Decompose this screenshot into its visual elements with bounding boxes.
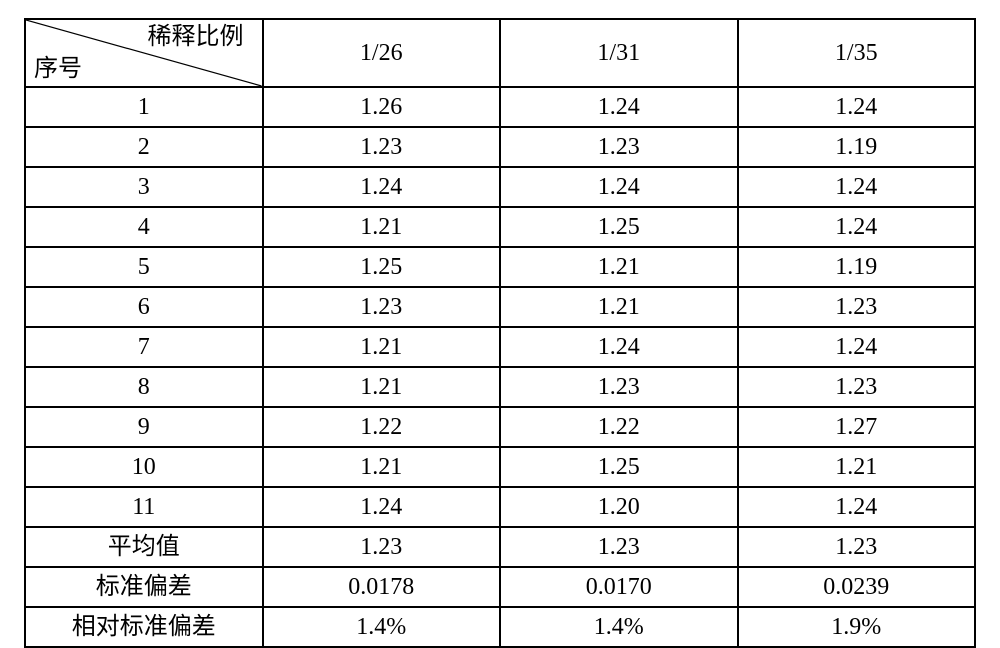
row-label: 7 — [25, 327, 263, 367]
cell: 1.23 — [738, 287, 976, 327]
table-row: 3 1.24 1.24 1.24 — [25, 167, 975, 207]
cell: 1.21 — [500, 247, 738, 287]
diagonal-top-label: 稀释比例 — [148, 24, 244, 50]
cell: 1.23 — [500, 367, 738, 407]
cell: 1.24 — [738, 487, 976, 527]
row-label: 8 — [25, 367, 263, 407]
col-header-2: 1/31 — [500, 19, 738, 87]
row-label: 3 — [25, 167, 263, 207]
cell: 1.4% — [263, 607, 501, 647]
cell: 1.21 — [263, 447, 501, 487]
table-row: 相对标准偏差 1.4% 1.4% 1.9% — [25, 607, 975, 647]
diagonal-header-cell: 稀释比例 序号 — [25, 19, 263, 87]
cell: 1.9% — [738, 607, 976, 647]
cell: 1.25 — [263, 247, 501, 287]
row-label: 2 — [25, 127, 263, 167]
cell: 1.23 — [263, 287, 501, 327]
cell: 1.24 — [500, 327, 738, 367]
table-row: 10 1.21 1.25 1.21 — [25, 447, 975, 487]
table-row: 8 1.21 1.23 1.23 — [25, 367, 975, 407]
cell: 1.23 — [263, 527, 501, 567]
row-label: 4 — [25, 207, 263, 247]
cell: 0.0178 — [263, 567, 501, 607]
table-row: 6 1.23 1.21 1.23 — [25, 287, 975, 327]
row-label: 标准偏差 — [25, 567, 263, 607]
table-row: 标准偏差 0.0178 0.0170 0.0239 — [25, 567, 975, 607]
table-row: 7 1.21 1.24 1.24 — [25, 327, 975, 367]
row-label: 平均值 — [25, 527, 263, 567]
col-header-3: 1/35 — [738, 19, 976, 87]
row-label: 6 — [25, 287, 263, 327]
cell: 1.25 — [500, 447, 738, 487]
cell: 1.21 — [738, 447, 976, 487]
cell: 1.22 — [263, 407, 501, 447]
cell: 1.21 — [500, 287, 738, 327]
row-label: 5 — [25, 247, 263, 287]
row-label: 9 — [25, 407, 263, 447]
cell: 1.27 — [738, 407, 976, 447]
dilution-table: 稀释比例 序号 1/26 1/31 1/35 1 1.26 1.24 1.24 … — [24, 18, 976, 648]
cell: 1.21 — [263, 207, 501, 247]
table-row: 5 1.25 1.21 1.19 — [25, 247, 975, 287]
table-row: 1 1.26 1.24 1.24 — [25, 87, 975, 127]
cell: 1.24 — [738, 207, 976, 247]
cell: 1.21 — [263, 327, 501, 367]
cell: 1.24 — [738, 167, 976, 207]
row-label: 11 — [25, 487, 263, 527]
table-row: 9 1.22 1.22 1.27 — [25, 407, 975, 447]
cell: 1.20 — [500, 487, 738, 527]
cell: 1.23 — [500, 527, 738, 567]
cell: 1.19 — [738, 247, 976, 287]
cell: 1.24 — [738, 87, 976, 127]
table-row: 平均值 1.23 1.23 1.23 — [25, 527, 975, 567]
diagonal-bottom-label: 序号 — [34, 56, 82, 82]
cell: 1.26 — [263, 87, 501, 127]
cell: 0.0239 — [738, 567, 976, 607]
cell: 1.24 — [500, 167, 738, 207]
cell: 1.24 — [263, 487, 501, 527]
row-label: 1 — [25, 87, 263, 127]
table-row: 4 1.21 1.25 1.24 — [25, 207, 975, 247]
cell: 1.23 — [500, 127, 738, 167]
cell: 1.23 — [738, 527, 976, 567]
table-row: 2 1.23 1.23 1.19 — [25, 127, 975, 167]
cell: 1.24 — [500, 87, 738, 127]
cell: 1.19 — [738, 127, 976, 167]
cell: 1.25 — [500, 207, 738, 247]
cell: 1.21 — [263, 367, 501, 407]
row-label: 10 — [25, 447, 263, 487]
cell: 1.4% — [500, 607, 738, 647]
cell: 0.0170 — [500, 567, 738, 607]
table-header-row: 稀释比例 序号 1/26 1/31 1/35 — [25, 19, 975, 87]
cell: 1.24 — [263, 167, 501, 207]
col-header-1: 1/26 — [263, 19, 501, 87]
cell: 1.24 — [738, 327, 976, 367]
table-row: 11 1.24 1.20 1.24 — [25, 487, 975, 527]
row-label: 相对标准偏差 — [25, 607, 263, 647]
cell: 1.23 — [738, 367, 976, 407]
cell: 1.22 — [500, 407, 738, 447]
cell: 1.23 — [263, 127, 501, 167]
